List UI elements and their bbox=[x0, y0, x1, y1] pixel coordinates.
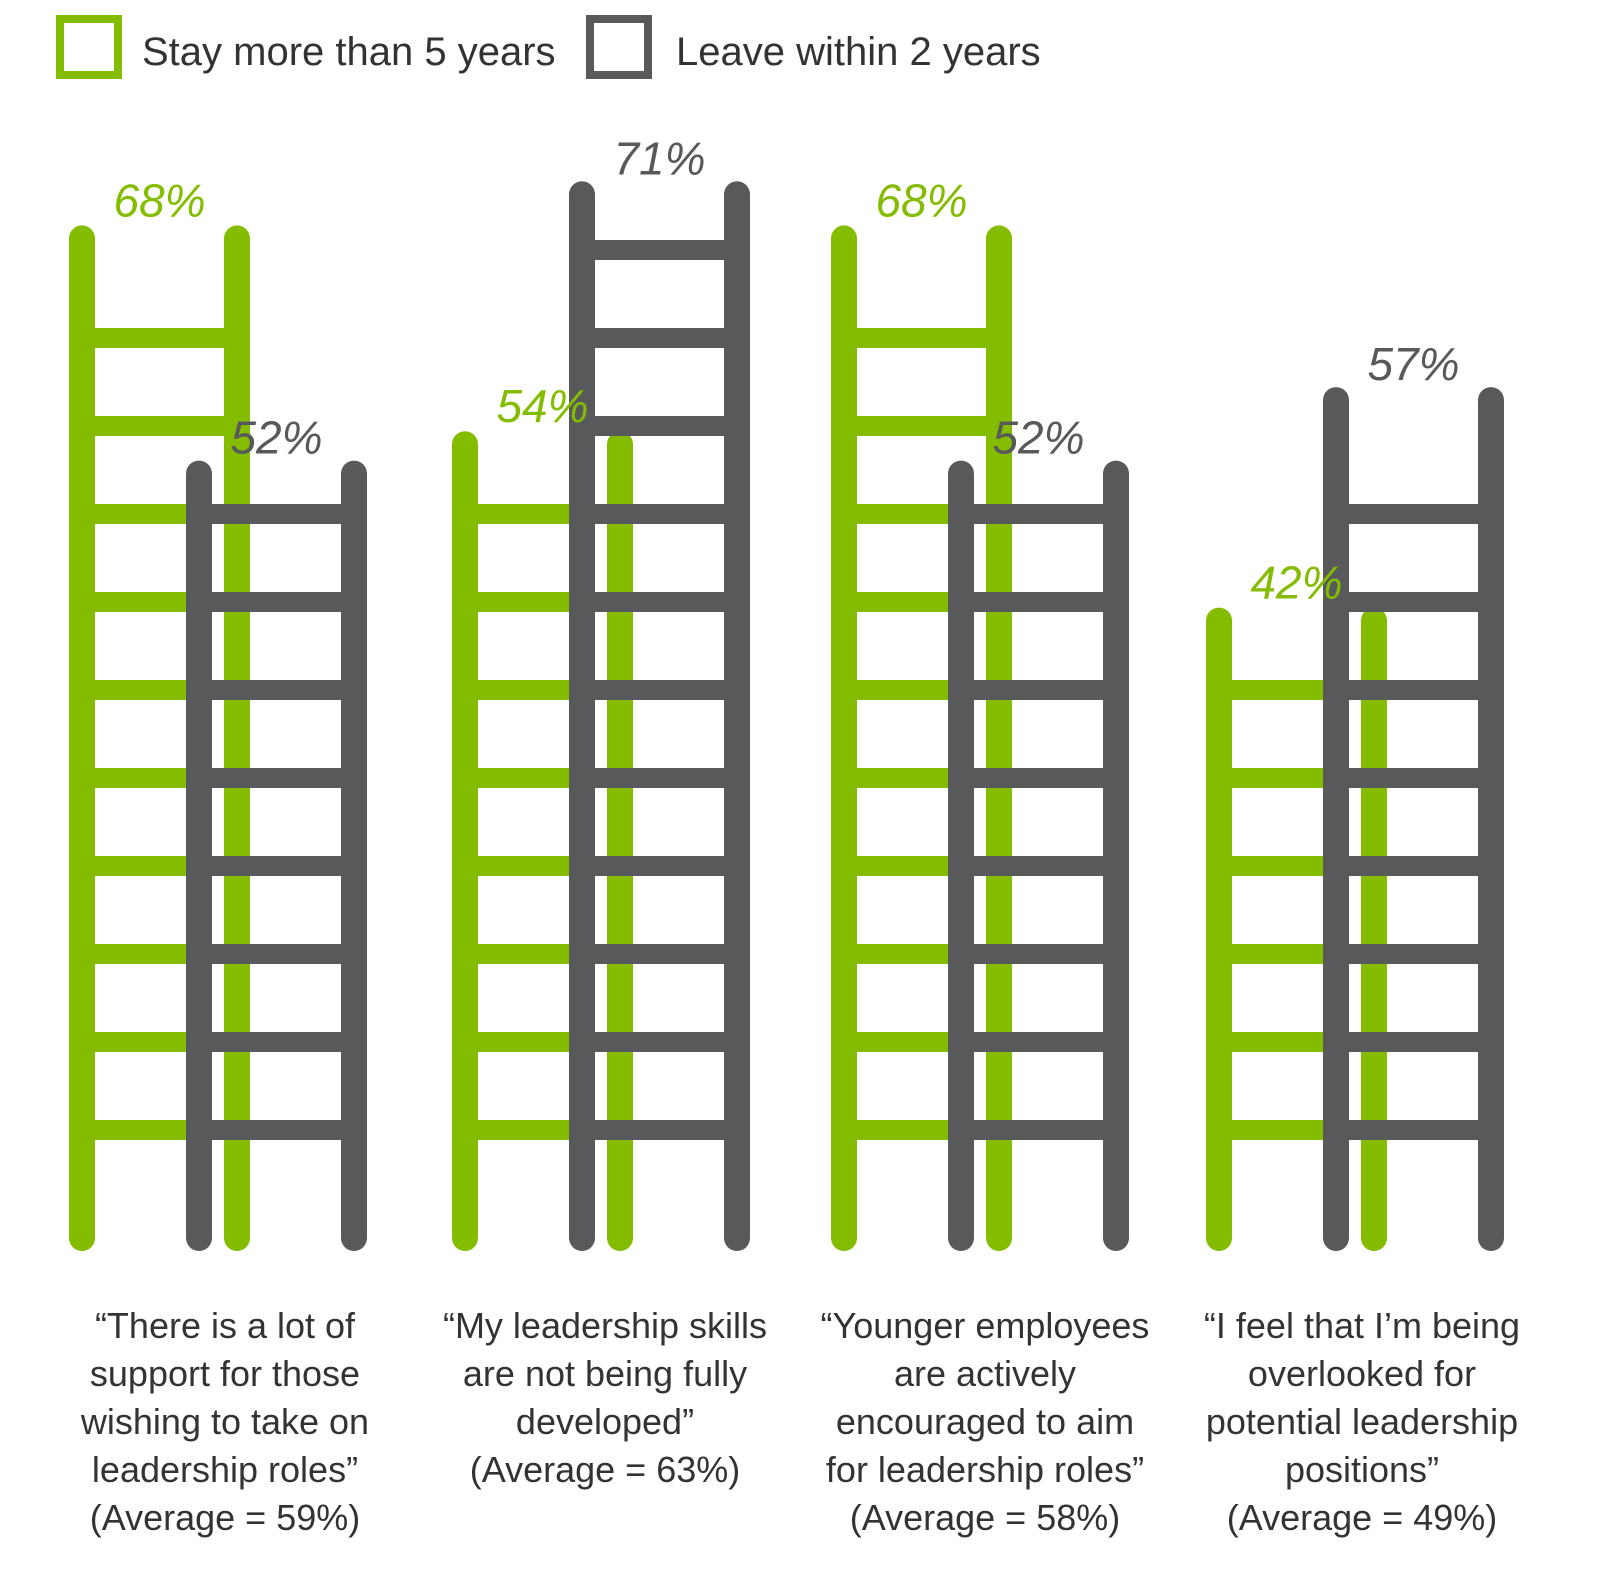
ladder-stay-2 bbox=[452, 431, 633, 1251]
category-label-line: “There is a lot of bbox=[95, 1305, 356, 1346]
category-label-3: “Younger employees are actively encouraged… bbox=[821, 1305, 1150, 1538]
category-label-line: (Average = 58%) bbox=[850, 1497, 1121, 1538]
category-label-line: “My leadership skills bbox=[443, 1305, 767, 1346]
value-label-leave-4: 57% bbox=[1367, 338, 1459, 390]
category-label-line: encouraged to aim bbox=[836, 1401, 1134, 1442]
category-label-line: are actively bbox=[894, 1353, 1076, 1394]
legend-label-stay: Stay more than 5 years bbox=[142, 30, 556, 74]
ladder-marks: 68% 52% 54% 71% 68% 52% 42% 57% bbox=[69, 132, 1504, 1251]
ladder-stay-3 bbox=[831, 225, 1012, 1251]
category-label-line: leadership roles” bbox=[92, 1449, 358, 1490]
ladder-leave-1 bbox=[186, 460, 367, 1251]
category-label-line: developed” bbox=[516, 1401, 694, 1442]
category-label-1: “There is a lot of support for those wishi… bbox=[80, 1305, 369, 1538]
category-labels: “There is a lot of support for those wishi… bbox=[80, 1305, 1520, 1538]
ladder-leave-2 bbox=[569, 181, 750, 1251]
category-label-line: for leadership roles” bbox=[826, 1449, 1144, 1490]
value-label-stay-4: 42% bbox=[1250, 557, 1342, 609]
category-label-line: wishing to take on bbox=[80, 1401, 369, 1442]
value-label-stay-3: 68% bbox=[875, 174, 967, 226]
value-label-stay-2: 54% bbox=[496, 380, 588, 432]
category-label-line: (Average = 63%) bbox=[470, 1449, 741, 1490]
value-label-leave-3: 52% bbox=[992, 412, 1084, 464]
legend: Stay more than 5 years Leave within 2 ye… bbox=[56, 15, 1041, 79]
category-label-4: “I feel that I’m being overlooked for pote… bbox=[1204, 1305, 1520, 1538]
legend-label-leave: Leave within 2 years bbox=[676, 30, 1041, 74]
category-label-line: (Average = 49%) bbox=[1227, 1497, 1498, 1538]
category-label-line: overlooked for bbox=[1248, 1353, 1476, 1394]
value-label-leave-2: 71% bbox=[613, 132, 705, 184]
value-label-leave-1: 52% bbox=[230, 412, 322, 464]
category-label-line: “I feel that I’m being bbox=[1204, 1305, 1520, 1346]
ladder-stay-1 bbox=[69, 225, 250, 1251]
category-label-line: (Average = 59%) bbox=[90, 1497, 361, 1538]
category-label-line: potential leadership bbox=[1206, 1401, 1518, 1442]
ladder-stay-4 bbox=[1206, 607, 1387, 1251]
ladder-leave-4 bbox=[1323, 387, 1504, 1251]
category-label-line: are not being fully bbox=[463, 1353, 747, 1394]
category-label-line: positions” bbox=[1285, 1449, 1439, 1490]
legend-swatch-stay bbox=[56, 15, 122, 79]
legend-swatch-leave bbox=[586, 15, 652, 79]
category-label-line: “Younger employees bbox=[821, 1305, 1150, 1346]
ladder-leave-3 bbox=[948, 460, 1129, 1251]
value-label-stay-1: 68% bbox=[113, 174, 205, 226]
category-label-2: “My leadership skills are not being fully… bbox=[443, 1305, 767, 1490]
category-label-line: support for those bbox=[90, 1353, 360, 1394]
